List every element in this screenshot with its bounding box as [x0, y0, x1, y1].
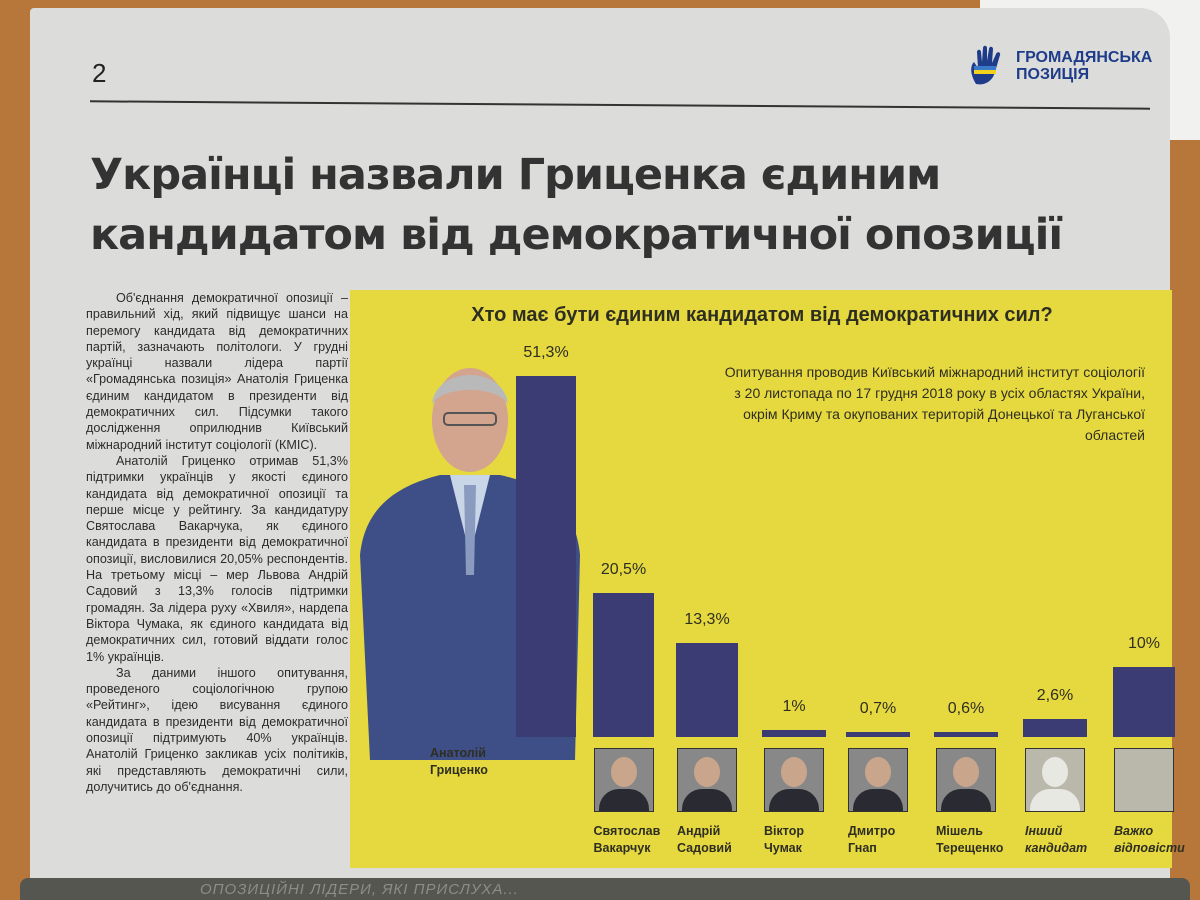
article-paragraph: Анатолій Гриценко отримав 51,3% підтримк… — [86, 453, 348, 664]
bar-value-label: 20,5% — [600, 560, 647, 578]
candidate-name: Інший кандидат — [1025, 824, 1088, 855]
page-number: 2 — [92, 58, 107, 88]
bar-value-label: 13,3% — [684, 611, 730, 629]
candidate-name: Дмитро Гнап — [848, 824, 896, 855]
candidate-name: Віктор Чумак — [764, 824, 804, 855]
candidate-photo — [848, 748, 908, 812]
article-paragraph: За даними іншого опитування, проведеного… — [86, 665, 348, 794]
candidate-photo — [1025, 748, 1085, 812]
bar — [593, 592, 654, 737]
bar-value-label: 0,6% — [947, 700, 985, 717]
bar — [762, 729, 826, 737]
chart-title: Хто має бути єдиним кандидатом від демок… — [471, 304, 1053, 326]
candidate-name: Святослав Вакарчук — [593, 824, 661, 855]
candidate-photo — [936, 748, 996, 812]
headline-line2: кандидатом від демократичної опозиції — [90, 210, 1063, 260]
bar — [516, 376, 576, 737]
candidate-photo — [677, 748, 737, 812]
hand-icon — [968, 44, 1008, 88]
candidate-name: Андрій Садовий — [677, 824, 732, 855]
candidate-photo — [1114, 748, 1174, 812]
article-body: Об'єднання демократичної опозиції – прав… — [86, 290, 348, 795]
logo-line1: ГРОМАДЯНСЬКА — [1016, 49, 1153, 66]
candidate-name: Мішель Терещенко — [936, 824, 1004, 855]
bar-value-label: 10% — [1127, 634, 1161, 652]
bar — [934, 732, 998, 737]
footer-band — [20, 878, 1190, 900]
candidate-name: Важко відповісти — [1114, 824, 1185, 855]
bar — [1023, 718, 1087, 737]
candidate-photo — [593, 748, 654, 812]
survey-note: Опитування проводив Київський міжнародни… — [724, 364, 1145, 443]
bar — [676, 643, 738, 737]
bar — [846, 732, 910, 737]
bar-value-label: 51,3% — [523, 344, 569, 361]
headline-line1: Українці назвали Гриценка єдиним — [90, 150, 941, 200]
footer-text: ОПОЗИЦІЙНІ ЛІДЕРИ, ЯКІ ПРИСЛУХА... — [200, 881, 519, 898]
candidate-name: Анатолій Гриценко — [430, 746, 488, 777]
logo-line2: ПОЗИЦІЯ — [1016, 66, 1090, 83]
bar-value-label: 2,6% — [1036, 686, 1074, 704]
bar-value-label: 0,7% — [859, 700, 897, 717]
candidate-photo — [764, 748, 824, 812]
party-logo: ГРОМАДЯНСЬКА ПОЗИЦІЯ — [968, 44, 1152, 88]
headline: Українці назвали Гриценка єдиним кандида… — [90, 145, 1170, 265]
bar — [1113, 666, 1175, 737]
bar-chart: Хто має бути єдиним кандидатом від демок… — [350, 290, 1185, 868]
bar-value-label: 1% — [782, 697, 806, 715]
article-paragraph: Об'єднання демократичної опозиції – прав… — [86, 291, 348, 452]
